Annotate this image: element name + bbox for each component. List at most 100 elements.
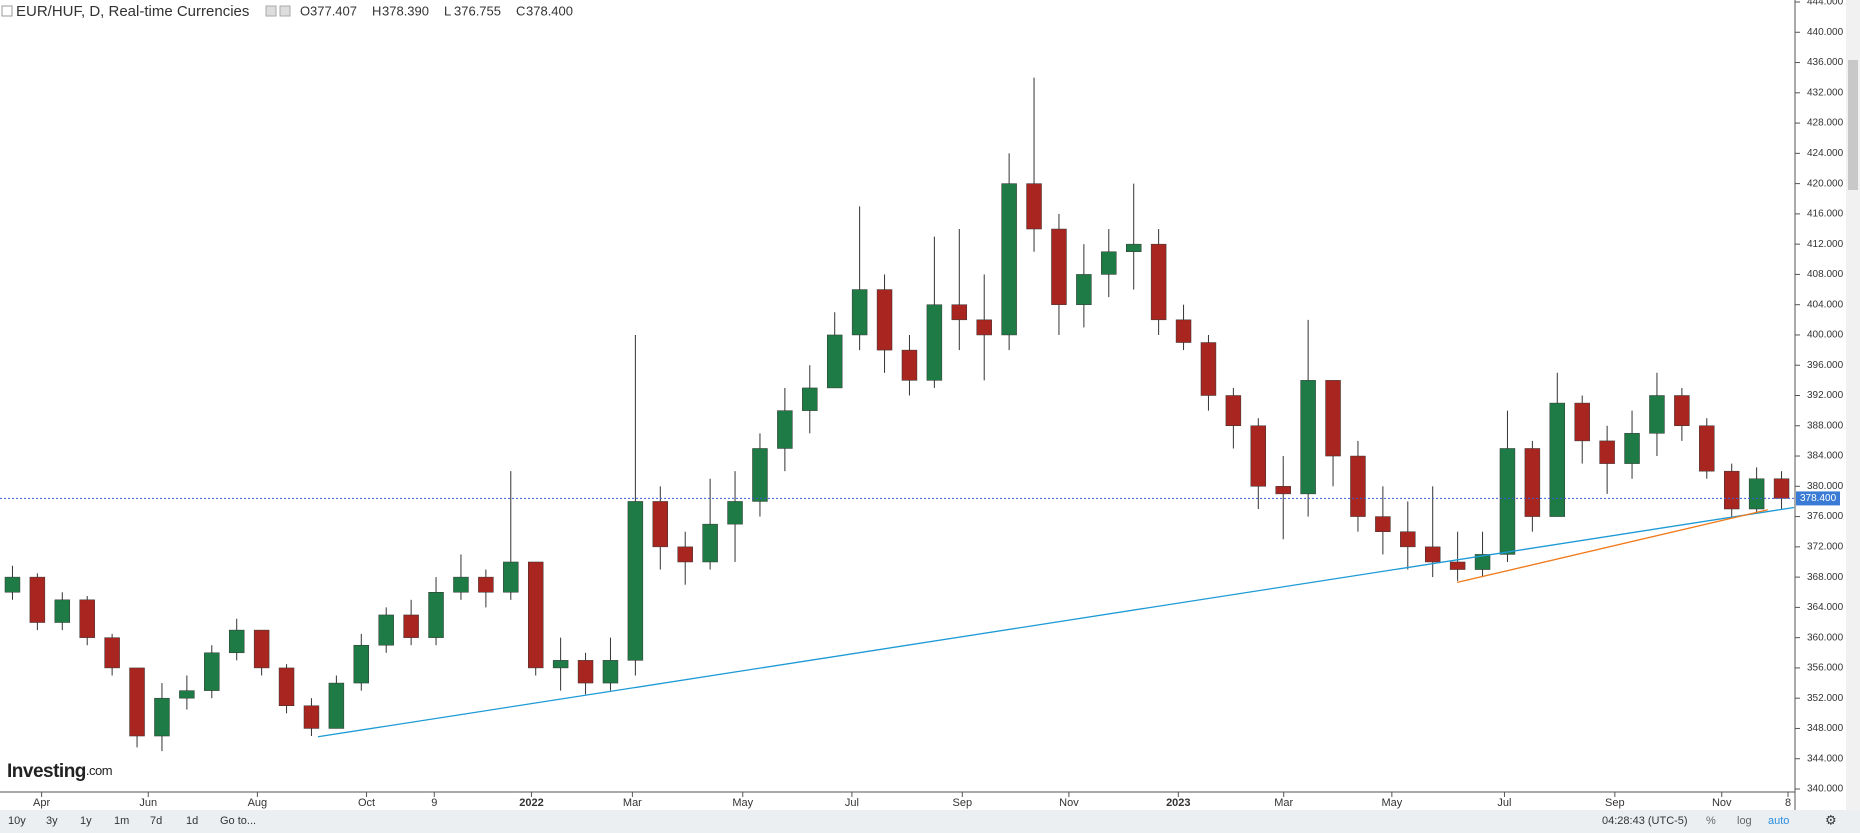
y-tick-label: 392.000 [1807,390,1844,401]
candle-body [1624,433,1640,464]
trendline [317,506,1795,738]
candle-body [677,546,693,563]
range-button[interactable]: 1d [186,815,198,827]
y-tick-label: 384.000 [1807,451,1844,462]
y-tick-label: 372.000 [1807,541,1844,552]
y-tick-label: 340.000 [1807,784,1844,795]
candle-body [851,289,868,336]
candle-body [1424,546,1441,563]
candle-body [1001,183,1017,336]
chart-title: EUR/HUF, D, Real-time Currencies [16,3,249,20]
candle-body [104,637,120,669]
candle-body [1101,251,1117,275]
y-tick-label: 440.000 [1807,27,1844,38]
option-button[interactable]: log [1737,815,1752,827]
x-tick-label: 8 [1785,797,1791,809]
x-tick-label: Nov [1712,797,1732,809]
candle-body [1599,440,1615,464]
x-tick-label: Nov [1059,797,1079,809]
candle-body [228,629,245,654]
candle-body [179,690,195,699]
option-button[interactable]: % [1706,815,1716,827]
candle-body [4,576,21,593]
collapse-icon[interactable] [1,5,13,17]
candle-body [876,289,893,351]
x-tick-label: May [1381,797,1402,809]
settings-icon[interactable] [265,5,277,17]
candle-body [652,501,669,548]
range-button[interactable]: 7d [150,815,162,827]
y-tick-label: 360.000 [1807,632,1844,643]
candle-body [552,660,569,669]
candle-body [1175,319,1192,343]
candle-body [777,410,793,449]
x-tick-label: Apr [33,797,50,809]
candle-body [1200,342,1217,396]
x-tick-label: Mar [623,797,642,809]
logo-suffix: .com [86,763,112,778]
y-tick-label: 396.000 [1807,360,1844,371]
y-tick-label: 400.000 [1807,330,1844,341]
y-tick-label: 404.000 [1807,299,1844,310]
y-tick-label: 344.000 [1807,753,1844,764]
candle-body [303,705,320,729]
option-button[interactable]: auto [1768,815,1789,827]
scroll-thumb[interactable] [1848,60,1858,190]
y-tick-label: 424.000 [1807,148,1844,159]
y-tick-label: 348.000 [1807,723,1844,734]
candle-body [204,652,220,691]
candle-body [1051,228,1067,305]
candle-body [826,334,843,389]
y-tick-label: 444.000 [1807,0,1844,8]
ohlc-value: 378.390 [382,3,429,18]
candle-body [428,592,444,638]
candle-body [378,614,394,646]
range-button[interactable]: 10y [8,815,26,827]
candle-body [1375,516,1391,532]
scrollbar[interactable] [1846,0,1860,810]
x-tick-label: Jul [1497,797,1511,809]
candle-body [154,697,170,737]
logo: Investing.com [7,761,112,782]
candle-body [951,304,968,321]
x-tick-label: Aug [248,797,268,809]
ohlc-key: L [444,3,451,18]
candle-body [802,387,818,411]
y-tick-label: 412.000 [1807,239,1844,250]
last-price-box [1796,491,1840,506]
candle-body [1449,561,1466,570]
candle-body [901,349,918,381]
candle-body [1275,486,1291,495]
y-tick-label: 416.000 [1807,209,1844,220]
x-tick-label: Mar [1274,797,1293,809]
settings-gear[interactable]: ⚙ [1825,812,1837,827]
last-price-label: 378.400 [1800,493,1837,504]
range-button[interactable]: Go to... [220,815,256,827]
range-button[interactable]: 1y [80,815,92,827]
x-tick-label: Sep [1605,797,1625,809]
candle-body [602,660,619,684]
candle-body [1225,395,1242,427]
y-tick-label: 376.000 [1807,511,1844,522]
close-icon[interactable] [279,5,291,17]
range-button[interactable]: 1m [114,815,129,827]
ohlc-value: 376.755 [454,3,501,18]
candle-body [328,682,345,729]
y-tick-label: 432.000 [1807,87,1844,98]
candle-body [403,614,419,638]
candle-body [976,319,992,336]
candle-body [1699,425,1715,472]
x-tick-label: Oct [358,797,375,809]
candle-body [926,304,943,381]
ohlc-key: C [516,3,525,18]
candle-body [353,644,370,684]
y-tick-label: 408.000 [1807,269,1844,280]
candle-body [453,576,469,593]
candle-body [1026,183,1042,230]
toolbar-bg [0,810,1860,833]
candle-body [1649,395,1665,434]
candle-body [1474,554,1491,570]
range-button[interactable]: 3y [46,815,58,827]
candle-body [577,660,594,684]
candle-body [1076,274,1092,305]
